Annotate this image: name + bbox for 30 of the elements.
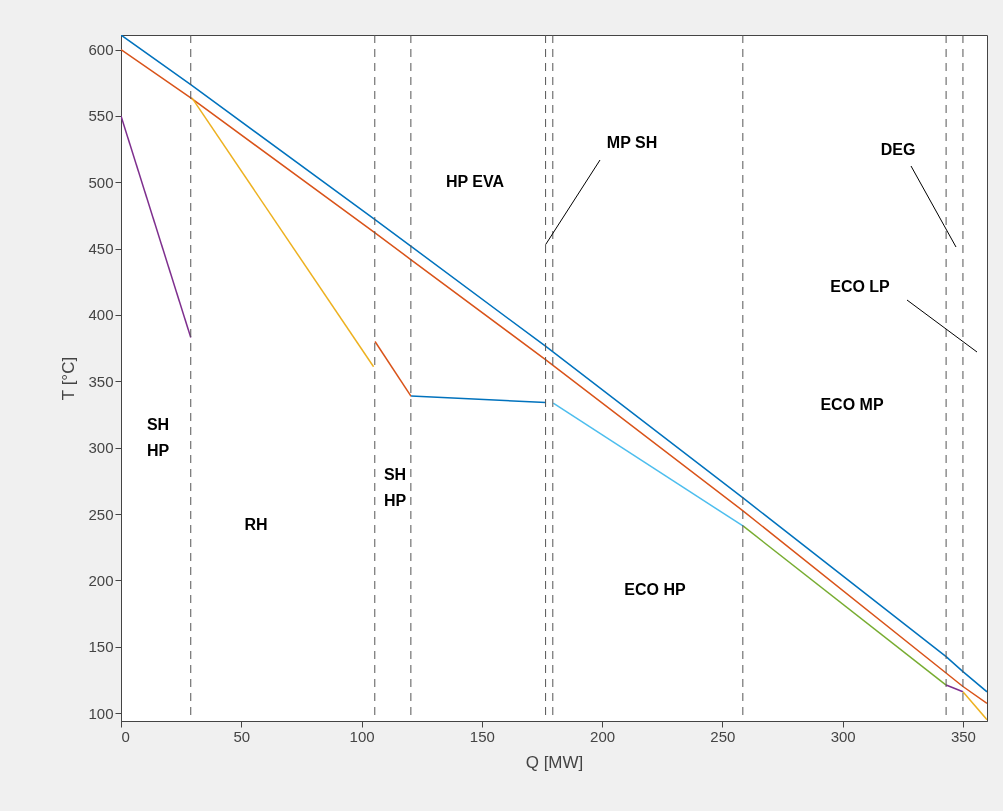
annotation: ECO MP: [820, 396, 884, 413]
annotation: RH: [244, 516, 268, 533]
y-tick-label: 150: [88, 638, 114, 656]
x-tick-label: 200: [590, 727, 616, 745]
y-tick-label: 100: [88, 704, 114, 722]
y-tick-label: 400: [88, 306, 114, 324]
annotation: SH HP: [383, 466, 407, 509]
annotation: ECO HP: [624, 581, 686, 598]
x-tick-label: 250: [710, 727, 736, 745]
annotation: ECO LP: [830, 278, 891, 295]
annotation: SH HP: [146, 416, 170, 459]
y-tick-label: 250: [88, 505, 114, 523]
y-tick-label: 450: [88, 240, 114, 258]
y-tick-label: 550: [88, 107, 114, 125]
x-tick-label: 150: [469, 727, 495, 745]
annotation: DEG: [880, 141, 916, 158]
y-tick-label: 500: [88, 173, 114, 191]
x-tick-label: 0: [121, 727, 130, 745]
y-tick-label: 600: [88, 41, 114, 59]
x-tick-label: 50: [233, 727, 251, 745]
y-axis-title: T [°C]: [59, 356, 79, 401]
y-tick-label: 350: [88, 372, 114, 390]
y-tick-label: 300: [88, 439, 114, 457]
y-tick-label: 200: [88, 571, 114, 589]
x-axis-title: Q [MW]: [525, 752, 584, 772]
annotation: MP SH: [606, 134, 658, 151]
x-tick-label: 300: [830, 727, 856, 745]
annotation: HP EVA: [445, 173, 505, 190]
x-tick-label: 350: [950, 727, 976, 745]
x-tick-label: 100: [349, 727, 375, 745]
